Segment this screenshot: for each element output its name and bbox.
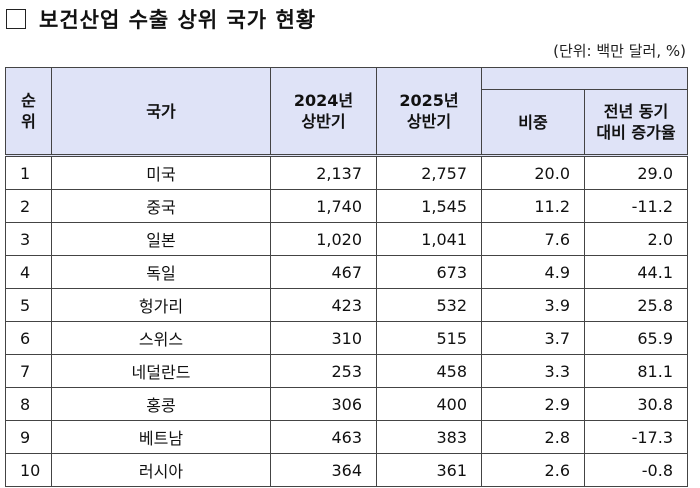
cell-2025: 458	[376, 354, 482, 388]
header-2024-h1: 2024년 상반기	[270, 67, 377, 156]
cell-growth: 30.8	[584, 387, 688, 421]
cell-growth: -11.2	[584, 189, 688, 223]
cell-country: 홍콩	[51, 387, 271, 421]
cell-rank: 10	[5, 453, 52, 487]
cell-2024: 423	[270, 288, 377, 322]
cell-country: 러시아	[51, 453, 271, 487]
cell-2025: 1,545	[376, 189, 482, 223]
table-row: 8 홍콩 306 400 2.9 30.8	[5, 387, 688, 421]
table-row: 3 일본 1,020 1,041 7.6 2.0	[5, 222, 688, 256]
unit-note: (단위: 백만 달러, %)	[553, 42, 686, 60]
header-2025-h1: 2025년 상반기	[376, 67, 482, 156]
cell-country: 중국	[51, 189, 271, 223]
cell-2025: 532	[376, 288, 482, 322]
cell-share: 3.7	[481, 321, 585, 355]
cell-2025: 515	[376, 321, 482, 355]
cell-2024: 310	[270, 321, 377, 355]
cell-share: 7.6	[481, 222, 585, 256]
header-2025-line1: 2025년	[399, 91, 459, 110]
header-2025-line2: 상반기	[406, 112, 452, 131]
table-row: 6 스위스 310 515 3.7 65.9	[5, 321, 688, 355]
cell-growth: -17.3	[584, 420, 688, 454]
cell-country: 베트남	[51, 420, 271, 454]
cell-2025: 2,757	[376, 155, 482, 190]
header-rank: 순 위	[5, 67, 52, 156]
table-row: 2 중국 1,740 1,545 11.2 -11.2	[5, 189, 688, 223]
cell-share: 2.9	[481, 387, 585, 421]
table-header: 순 위 국가 2024년 상반기 2025년 상반기 비중 전년 동기 대비 증…	[5, 67, 688, 156]
cell-2024: 467	[270, 255, 377, 289]
document-title: 보건산업 수출 상위 국가 현황	[6, 4, 316, 34]
export-countries-table: 순 위 국가 2024년 상반기 2025년 상반기 비중 전년 동기 대비 증…	[5, 67, 688, 487]
header-share: 비중	[481, 89, 585, 156]
cell-country: 네덜란드	[51, 354, 271, 388]
table-row: 5 헝가리 423 532 3.9 25.8	[5, 288, 688, 322]
header-2024-line1: 2024년	[293, 91, 354, 110]
table-row: 4 독일 467 673 4.9 44.1	[5, 255, 688, 289]
header-2024-line2: 상반기	[301, 112, 346, 131]
empty-square-icon	[6, 9, 26, 29]
cell-rank: 6	[5, 321, 52, 355]
cell-growth: 25.8	[584, 288, 688, 322]
cell-country: 미국	[51, 155, 271, 190]
cell-2024: 1,740	[270, 189, 377, 223]
cell-rank: 3	[5, 222, 52, 256]
cell-2024: 253	[270, 354, 377, 388]
cell-share: 4.9	[481, 255, 585, 289]
cell-2024: 306	[270, 387, 377, 421]
cell-growth: 65.9	[584, 321, 688, 355]
cell-growth: 81.1	[584, 354, 688, 388]
cell-rank: 7	[5, 354, 52, 388]
table-row: 1 미국 2,137 2,757 20.0 29.0	[5, 155, 688, 190]
cell-2025: 1,041	[376, 222, 482, 256]
header-country: 국가	[51, 67, 271, 156]
cell-2024: 463	[270, 420, 377, 454]
cell-share: 20.0	[481, 155, 585, 190]
cell-share: 3.9	[481, 288, 585, 322]
cell-2025: 673	[376, 255, 482, 289]
cell-growth: 2.0	[584, 222, 688, 256]
cell-growth: 29.0	[584, 155, 688, 190]
cell-growth: 44.1	[584, 255, 688, 289]
cell-growth: -0.8	[584, 453, 688, 487]
cell-2024: 1,020	[270, 222, 377, 256]
table-body: 1 미국 2,137 2,757 20.0 29.0 2 중국 1,740 1,…	[5, 155, 688, 487]
cell-share: 11.2	[481, 189, 585, 223]
header-growth: 전년 동기 대비 증가율	[584, 89, 688, 156]
cell-share: 2.6	[481, 453, 585, 487]
title-text: 보건산업 수출 상위 국가 현황	[39, 7, 317, 32]
cell-rank: 5	[5, 288, 52, 322]
cell-rank: 9	[5, 420, 52, 454]
table-row: 7 네덜란드 253 458 3.3 81.1	[5, 354, 688, 388]
header-rank-line1: 순	[21, 91, 36, 110]
cell-2025: 361	[376, 453, 482, 487]
cell-rank: 1	[5, 155, 52, 190]
cell-rank: 4	[5, 255, 52, 289]
header-rank-line2: 위	[21, 112, 36, 131]
cell-country: 일본	[51, 222, 271, 256]
table-row: 9 베트남 463 383 2.8 -17.3	[5, 420, 688, 454]
cell-2024: 364	[270, 453, 377, 487]
header-blank-span	[481, 67, 688, 90]
table-row: 10 러시아 364 361 2.6 -0.8	[5, 453, 688, 487]
header-growth-line2: 대비 증가율	[596, 123, 676, 142]
cell-country: 독일	[51, 255, 271, 289]
cell-2025: 400	[376, 387, 482, 421]
cell-country: 헝가리	[51, 288, 271, 322]
cell-share: 3.3	[481, 354, 585, 388]
cell-rank: 8	[5, 387, 52, 421]
cell-share: 2.8	[481, 420, 585, 454]
cell-2025: 383	[376, 420, 482, 454]
cell-rank: 2	[5, 189, 52, 223]
header-growth-line1: 전년 동기	[603, 102, 669, 121]
cell-2024: 2,137	[270, 155, 377, 190]
cell-country: 스위스	[51, 321, 271, 355]
